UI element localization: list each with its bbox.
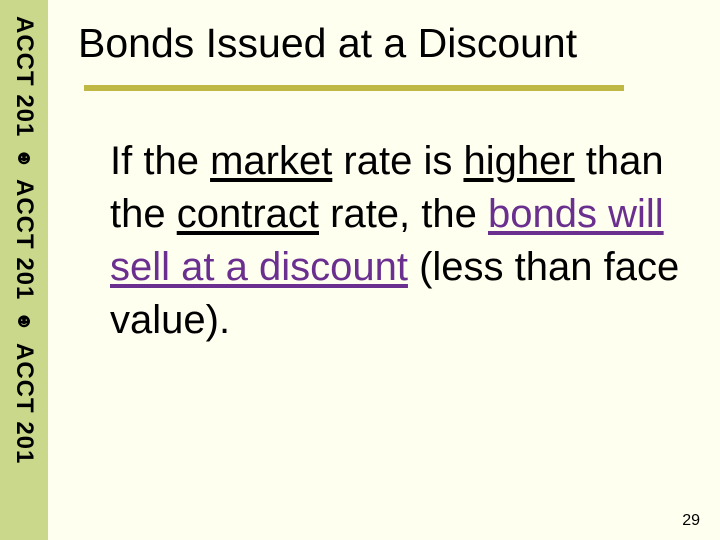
body-higher: higher [463, 139, 574, 183]
title-underline [84, 85, 624, 91]
page-number: 29 [682, 512, 700, 530]
body-text-4: rate, the [319, 192, 488, 236]
sidebar-label-1: ACCT 201 [10, 8, 38, 145]
face-icon: ☻ [13, 147, 35, 169]
body-text-1: If the [110, 139, 210, 183]
slide-main: Bonds Issued at a Discount If the market… [48, 0, 720, 540]
face-icon: ☻ [13, 311, 35, 333]
body-text-2: rate is [332, 139, 463, 183]
sidebar-label-3: ACCT 201 [10, 335, 38, 472]
body-contract: contract [177, 192, 319, 236]
sidebar-label-2: ACCT 201 [10, 171, 38, 308]
slide-body: If the market rate is higher than the co… [110, 135, 692, 346]
body-market: market [210, 139, 332, 183]
sidebar: ACCT 201 ☻ ACCT 201 ☻ ACCT 201 [0, 0, 48, 540]
slide-title: Bonds Issued at a Discount [78, 20, 692, 67]
